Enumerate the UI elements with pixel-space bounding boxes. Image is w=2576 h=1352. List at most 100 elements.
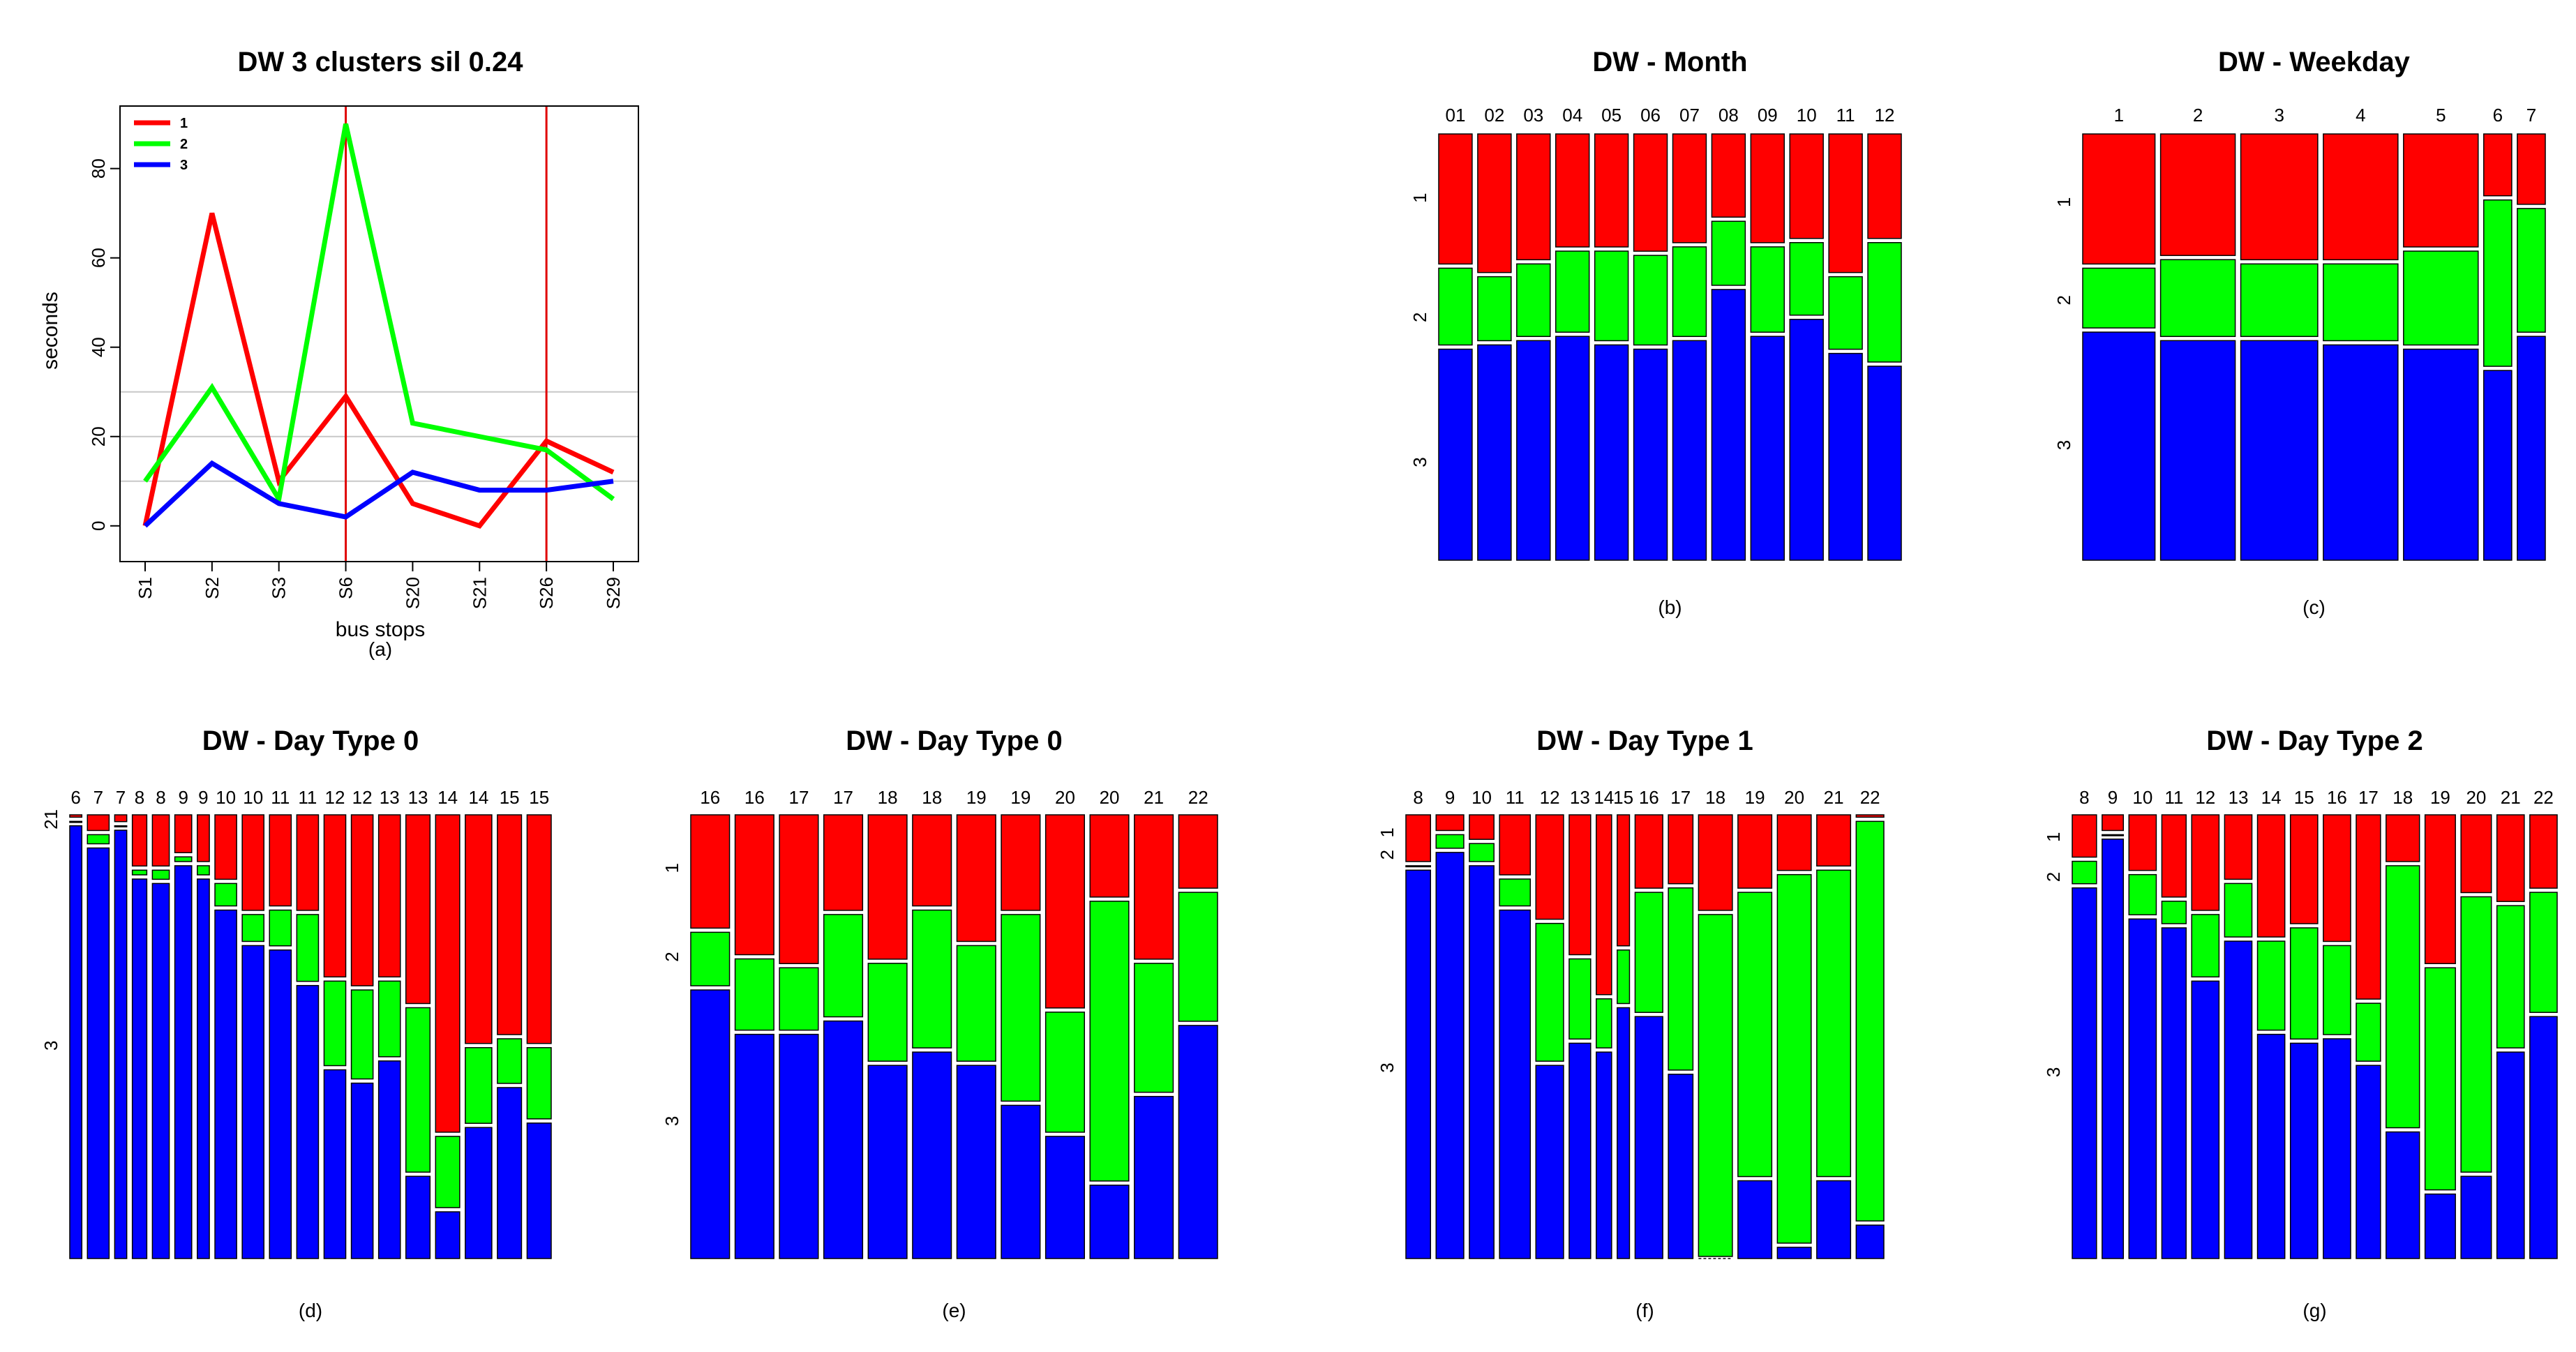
column-label: 16: [2327, 787, 2347, 808]
mosaic-tile-2: [1405, 865, 1432, 868]
mosaic-tile-1: [1698, 814, 1733, 911]
row-label: 3: [1377, 1062, 1398, 1072]
mosaic-tile-1: [1044, 814, 1085, 1009]
mosaic-column: 11: [2161, 787, 2187, 1259]
mosaic-tile-1: [1477, 133, 1512, 273]
mosaic-tile-1: [131, 814, 148, 867]
y-tick-label: 60: [88, 248, 109, 268]
mosaic-column: 13: [377, 787, 401, 1259]
mosaic-column: 20: [1044, 787, 1085, 1259]
mosaic-caption: (g): [2302, 1300, 2326, 1321]
mosaic-column: 16: [734, 787, 774, 1259]
mosaic-tile-2: [2191, 914, 2220, 978]
mosaic-column: 9: [197, 787, 210, 1259]
column-label: 10: [2132, 787, 2152, 808]
mosaic-tile-3: [241, 945, 265, 1259]
mosaic-tile-3: [1499, 909, 1532, 1259]
mosaic-caption: (b): [1658, 596, 1682, 618]
mosaic-tile-2: [1711, 220, 1746, 286]
mosaic-tile-3: [2289, 1042, 2319, 1259]
mosaic-tile-3: [1776, 1247, 1812, 1259]
column-label: 9: [178, 787, 188, 808]
mosaic-column: 8: [2072, 787, 2097, 1259]
mosaic-tile-2: [1855, 820, 1885, 1222]
mosaic-tile-2: [1617, 949, 1631, 1005]
mosaic-tile-2: [1499, 878, 1532, 907]
mosaic-tile-2: [2496, 905, 2525, 1049]
column-label: 10: [216, 787, 236, 808]
x-tick-label: S20: [402, 577, 423, 609]
mosaic-tile-1: [2240, 133, 2319, 261]
mosaic-tile-2: [69, 820, 83, 823]
mosaic-tile-3: [690, 989, 731, 1259]
mosaic-tile-1: [1789, 133, 1824, 239]
mosaic-tile-3: [214, 909, 237, 1259]
mosaic-tile-2: [1568, 958, 1592, 1040]
mosaic-tile-2: [526, 1046, 552, 1120]
mosaic-column: 20: [1089, 787, 1130, 1259]
mosaic-tile-1: [197, 814, 210, 862]
mosaic-tile-2: [1594, 250, 1629, 342]
mosaic-tile-2: [1789, 242, 1824, 316]
mosaic-column: 6: [69, 787, 83, 1259]
line-chart-panel: DW 3 clusters sil 0.24 seconds bus stops…: [39, 47, 639, 660]
column-label: 17: [788, 787, 809, 808]
mosaic-tile-3: [1089, 1185, 1130, 1259]
mosaic-tile-3: [2072, 887, 2097, 1259]
mosaic-column: 11: [269, 787, 292, 1259]
mosaic-tile-1: [1828, 133, 1863, 273]
mosaic-tile-1: [1737, 814, 1773, 889]
mosaic-tile-2: [1668, 887, 1694, 1071]
mosaic-tile-3: [2424, 1193, 2456, 1259]
mosaic-column: 13: [2224, 787, 2253, 1259]
mosaic-tile-3: [1178, 1025, 1218, 1259]
column-label: 08: [1718, 105, 1739, 126]
mosaic-tile-2: [1178, 892, 1218, 1022]
mosaic-tile-1: [912, 814, 952, 907]
mosaic-tile-3: [1516, 340, 1551, 561]
column-label: 12: [325, 787, 345, 808]
mosaic-column: 15: [2289, 787, 2319, 1259]
mosaic-tile-2: [1134, 963, 1174, 1093]
mosaic-tile-1: [174, 814, 193, 853]
mosaic-column: 14: [465, 787, 493, 1259]
mosaic-tile-2: [2102, 834, 2125, 836]
column-label: 15: [529, 787, 549, 808]
mosaic-panel: DW - Weekday (c) 1 2 3 4 5 6 7 1 2 3: [2053, 47, 2546, 618]
y-tick-label: 0: [88, 521, 109, 531]
mosaic-column: 2: [2159, 105, 2236, 561]
mosaic-tile-1: [2386, 814, 2420, 862]
mosaic-tile-1: [214, 814, 237, 880]
mosaic-column: 03: [1516, 105, 1551, 561]
column-label: 1: [2114, 105, 2124, 126]
mosaic-column: 09: [1750, 105, 1785, 561]
column-label: 02: [1484, 105, 1504, 126]
legend: 1 2 3: [134, 116, 188, 173]
mosaic-tile-3: [377, 1060, 401, 1259]
mosaic-tile-1: [2424, 814, 2456, 964]
mosaic-tile-2: [2386, 865, 2420, 1129]
mosaic-column: 13: [1568, 787, 1592, 1259]
mosaic-tile-3: [1438, 348, 1473, 561]
mosaic-tile-1: [1435, 814, 1465, 832]
mosaic-tile-3: [131, 878, 148, 1259]
mosaic-tile-3: [405, 1176, 431, 1259]
mosaic-tile-2: [867, 963, 908, 1062]
mosaic-caption: (c): [2302, 596, 2326, 618]
column-label: 09: [1758, 105, 1778, 126]
mosaic-tile-3: [2159, 340, 2236, 561]
mosaic-tile-3: [1617, 1007, 1631, 1259]
mosaic-column: 14: [1594, 787, 1614, 1259]
mosaic-tile-2: [2082, 267, 2156, 329]
mosaic-tile-3: [956, 1065, 996, 1259]
mosaic-panel: DW - Day Type 0(e)16 16 17 17 18 18 19 19 20 20 21…: [661, 726, 1218, 1321]
mosaic-tile-2: [174, 856, 193, 862]
mosaic-tile-2: [151, 869, 170, 880]
mosaic-caption: (d): [299, 1300, 322, 1321]
mosaic-tile-1: [867, 814, 908, 960]
y-tick-label: 20: [88, 426, 109, 446]
column-label: 22: [2533, 787, 2554, 808]
mosaic-tile-1: [1405, 814, 1432, 862]
mosaic-tile-3: [465, 1127, 493, 1259]
mosaic-tile-1: [956, 814, 996, 942]
